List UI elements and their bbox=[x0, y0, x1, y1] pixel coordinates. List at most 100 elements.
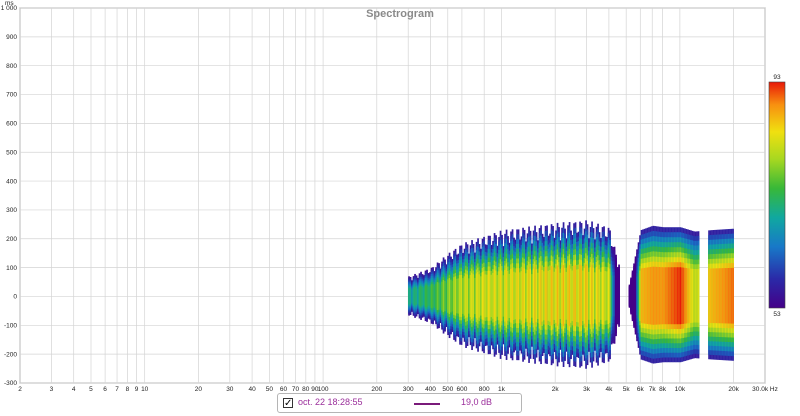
spectrogram-cell bbox=[684, 267, 686, 324]
x-tick-label: 4 bbox=[72, 386, 76, 393]
spectrogram-cell bbox=[592, 267, 595, 324]
spectrogram-cell bbox=[666, 267, 668, 325]
spectrogram-cell bbox=[615, 278, 617, 314]
spectrogram-cell bbox=[432, 284, 434, 309]
spectrogram-cell bbox=[426, 285, 428, 308]
spectrogram-cell bbox=[502, 275, 505, 317]
spectrogram-cell bbox=[591, 264, 593, 327]
spectrogram-cell bbox=[724, 268, 727, 324]
x-tick-label: 6 bbox=[103, 386, 107, 393]
spectrogram-cell bbox=[499, 268, 502, 323]
spectrogram-cell bbox=[639, 270, 641, 322]
colorbar-min-label: 53 bbox=[773, 311, 781, 318]
spectrogram-cell bbox=[456, 278, 458, 314]
spectrogram-cell bbox=[558, 267, 560, 325]
spectrogram-cell bbox=[609, 268, 611, 323]
spectrogram-cell bbox=[679, 267, 682, 325]
spectrogram-cell bbox=[519, 272, 521, 320]
x-tick-label: 100 bbox=[318, 386, 329, 393]
x-tick-label: 9 bbox=[135, 386, 139, 393]
spectrogram-cell bbox=[582, 270, 584, 322]
spectrogram-cell bbox=[651, 266, 653, 325]
spectrogram-cell bbox=[681, 267, 683, 325]
y-tick-label: 0 bbox=[13, 294, 17, 301]
spectrogram-cell bbox=[672, 267, 674, 325]
spectrogram-cell bbox=[525, 273, 527, 319]
spectrogram-cell bbox=[514, 272, 517, 320]
spectrogram-cell bbox=[438, 282, 440, 310]
spectrogram-cell bbox=[649, 267, 652, 325]
spectrogram-cell bbox=[523, 268, 526, 324]
spectrogram-cell bbox=[490, 274, 493, 318]
y-tick-label: 600 bbox=[6, 121, 17, 128]
spectrogram-cell bbox=[477, 271, 479, 320]
spectrogram-cell bbox=[505, 268, 508, 324]
spectrogram-cell bbox=[538, 267, 541, 324]
x-tick-label: 400 bbox=[425, 386, 436, 393]
spectrogram-cell bbox=[541, 270, 544, 322]
spectrogram-cell bbox=[471, 272, 473, 320]
spectrogram-cell bbox=[562, 265, 565, 327]
x-tick-label: 6k bbox=[637, 386, 645, 393]
x-tick-label: 20k bbox=[728, 386, 739, 393]
spectrogram-cell bbox=[594, 272, 596, 320]
y-axis: -300 -200 -100 0 100 200 300 400 500 600 700 800 900… bbox=[1, 5, 18, 387]
spectrogram-cell bbox=[661, 267, 664, 325]
spectrogram-cell bbox=[460, 274, 463, 317]
spectrogram-cell bbox=[628, 291, 631, 302]
y-tick-label: -300 bbox=[4, 380, 17, 387]
spectrogram-cell bbox=[462, 278, 464, 314]
spectrogram-cell bbox=[504, 270, 506, 322]
spectrogram-cell bbox=[630, 288, 632, 305]
y-tick-label: 500 bbox=[6, 149, 17, 156]
spectrogram-cell bbox=[652, 266, 655, 325]
legend-value-label: 19,0 dB bbox=[461, 397, 493, 407]
spectrogram-cell bbox=[579, 264, 581, 327]
spectrogram-cell bbox=[489, 270, 491, 321]
spectrogram-cell bbox=[487, 270, 490, 321]
y-tick-label: 400 bbox=[6, 178, 17, 185]
spectrogram-cell bbox=[571, 270, 574, 322]
spectrogram-cell bbox=[682, 267, 685, 324]
spectrogram-cell bbox=[526, 269, 529, 322]
spectrogram-cell bbox=[415, 287, 418, 305]
spectrogram-cell bbox=[576, 269, 578, 323]
spectrogram-cell bbox=[726, 268, 728, 324]
spectrogram-cell bbox=[501, 270, 503, 322]
grid bbox=[19, 7, 766, 384]
spectrogram-cell bbox=[601, 267, 604, 325]
x-tick-label: 300 bbox=[403, 386, 414, 393]
spectrogram-cell bbox=[613, 275, 616, 317]
x-tick-label: 2 bbox=[18, 386, 22, 393]
spectrogram-cell bbox=[417, 288, 419, 304]
spectrogram-cell bbox=[610, 275, 613, 317]
spectrogram-cell bbox=[450, 279, 452, 313]
spectrogram-cell bbox=[637, 273, 640, 319]
spectrogram-cell bbox=[669, 267, 671, 325]
spectrogram-cell bbox=[511, 268, 514, 324]
x-tick-label: 90 bbox=[311, 386, 319, 393]
spectrogram-cell bbox=[441, 281, 443, 311]
spectrogram-cell bbox=[607, 267, 610, 324]
y-tick-label: 200 bbox=[6, 236, 17, 243]
spectrogram-cell bbox=[552, 266, 554, 325]
spectrogram-cell bbox=[712, 268, 715, 324]
spectrogram-cell bbox=[480, 276, 482, 316]
spectrogram-cell bbox=[498, 271, 500, 321]
spectrogram-cell bbox=[481, 272, 484, 320]
spectrogram-cell bbox=[636, 276, 638, 316]
spectrogram-cell bbox=[510, 269, 512, 323]
legend-checkbox[interactable]: ✓ bbox=[283, 398, 293, 409]
spectrogram-cell bbox=[718, 268, 721, 324]
spectrogram-cell bbox=[604, 271, 607, 321]
colorbar bbox=[768, 81, 786, 309]
x-axis: 2 3 4 5 6 7 8 9 10 20 30 40 50 60 70 80 90 100 200 300 400 50… bbox=[18, 386, 778, 393]
spectrogram-cell bbox=[537, 272, 539, 319]
spectrogram-cell bbox=[693, 268, 695, 323]
x-tick-label: 30.0k Hz bbox=[752, 386, 778, 393]
spectrogram-cell bbox=[549, 269, 551, 322]
spectrogram-cell bbox=[588, 271, 590, 320]
spectrogram-cell bbox=[690, 268, 692, 323]
x-tick-label: 200 bbox=[371, 386, 382, 393]
